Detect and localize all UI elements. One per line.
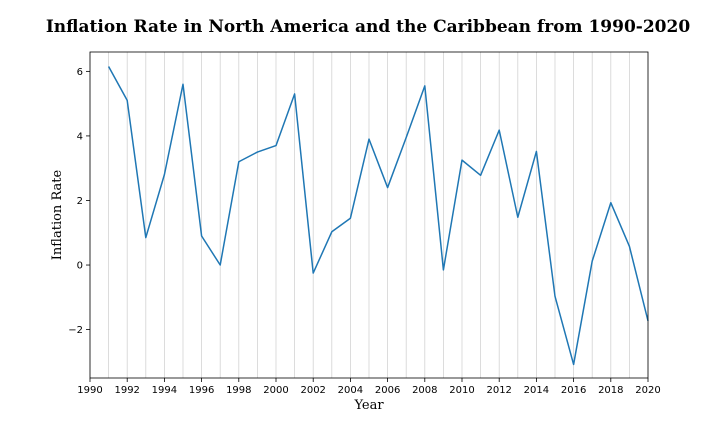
y-axis: −2 0 2 4 6 [68,67,90,336]
x-tick-label: 1996 [189,385,214,396]
series-group [107,66,649,366]
y-tick-label: 4 [77,131,83,142]
y-tick-label: −2 [68,325,83,336]
x-tick-label: 2012 [486,385,511,396]
x-axis: 1990 1992 1994 1996 1998 2000 2002 2004 2006 2008… [77,378,661,396]
x-tick-label: 2020 [635,385,660,396]
x-tick-label: 1990 [77,385,102,396]
y-tick-label: 6 [77,67,83,78]
x-tick-label: 2000 [263,385,288,396]
x-tick-label: 1992 [114,385,139,396]
x-tick-label: 1998 [226,385,251,396]
x-axis-label: Year [353,398,384,413]
x-tick-label: 2008 [412,385,437,396]
chart-title: Inflation Rate in North America and the … [46,17,690,37]
x-tick-label: 2014 [524,385,549,396]
x-tick-label: 2002 [300,385,325,396]
y-tick-label: 2 [77,196,83,207]
x-tick-label: 1994 [152,385,177,396]
grid-lines [89,52,649,378]
y-tick-label: 0 [77,261,83,272]
x-tick-label: 2004 [338,385,363,396]
x-tick-label: 2006 [375,385,400,396]
x-tick-label: 2018 [598,385,623,396]
series-line-inflation [107,66,649,366]
x-tick-label: 2016 [561,385,586,396]
y-axis-label: Inflation Rate [50,169,65,260]
x-tick-label: 2010 [449,385,474,396]
plot-frame [89,51,649,379]
